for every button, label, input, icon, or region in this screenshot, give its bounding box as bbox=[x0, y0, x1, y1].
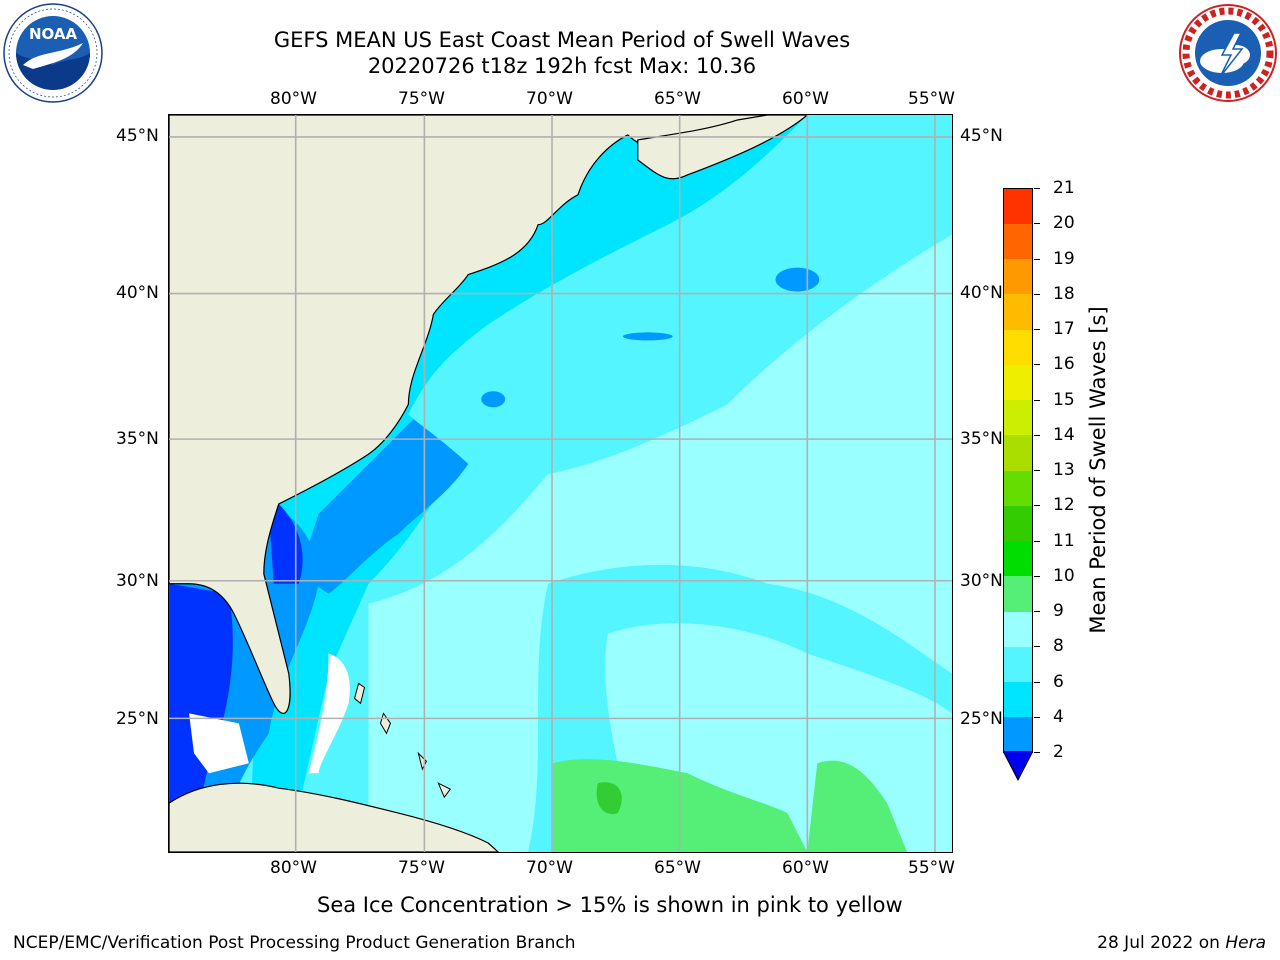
colorbar-title: Mean Period of Swell Waves [s] bbox=[1086, 306, 1110, 634]
colorbar-tick-label: 16 bbox=[1053, 354, 1075, 375]
contour-10-11 bbox=[596, 782, 622, 815]
lat-label-left: 45°N bbox=[116, 126, 159, 146]
colorbar-extend-arrow bbox=[1003, 751, 1033, 781]
colorbar-segment bbox=[1003, 505, 1033, 541]
lon-label-bottom: 55°W bbox=[908, 858, 955, 878]
swell-period-map bbox=[168, 114, 953, 853]
cuba-land bbox=[169, 782, 500, 852]
colorbar-segment bbox=[1003, 399, 1033, 436]
colorbar-segment bbox=[1003, 293, 1033, 330]
colorbar-tick-mark bbox=[1034, 364, 1040, 366]
colorbar-tick-label: 8 bbox=[1053, 636, 1064, 657]
colorbar-segment bbox=[1003, 223, 1033, 259]
colorbar-segment bbox=[1003, 470, 1033, 506]
chart-title: GEFS MEAN US East Coast Mean Period of S… bbox=[273, 28, 851, 52]
colorbar-tick-label: 4 bbox=[1053, 706, 1064, 727]
colorbar-tick-mark bbox=[1034, 223, 1040, 225]
colorbar-segment bbox=[1003, 434, 1033, 471]
colorbar-segment bbox=[1003, 364, 1033, 400]
lon-label-top: 55°W bbox=[908, 89, 955, 109]
colorbar-tick-label: 11 bbox=[1053, 530, 1075, 551]
contour-below-2-coast bbox=[268, 503, 303, 584]
contour-2-4-shelf bbox=[298, 419, 469, 594]
lat-label-right: 40°N bbox=[960, 283, 1003, 303]
lon-label-top: 60°W bbox=[782, 89, 829, 109]
lat-label-right: 45°N bbox=[960, 126, 1003, 146]
graticule bbox=[169, 115, 952, 852]
colorbar bbox=[1003, 188, 1033, 753]
colorbar-tick-mark bbox=[1034, 434, 1040, 436]
lon-label-top: 75°W bbox=[398, 89, 445, 109]
colorbar-tick-label: 18 bbox=[1053, 283, 1075, 304]
colorbar-tick-mark bbox=[1034, 258, 1040, 260]
colorbar-segment bbox=[1003, 188, 1033, 224]
colorbar-tick-label: 14 bbox=[1053, 424, 1075, 445]
colorbar-tick-label: 19 bbox=[1053, 248, 1075, 269]
colorbar-tick-label: 6 bbox=[1053, 671, 1064, 692]
footer-date-text: 28 Jul 2022 on bbox=[1097, 933, 1226, 953]
colorbar-tick-mark bbox=[1034, 470, 1040, 471]
colorbar-tick-label: 10 bbox=[1053, 565, 1075, 586]
colorbar-tick-mark bbox=[1034, 752, 1040, 753]
lon-label-bottom: 70°W bbox=[526, 858, 573, 878]
colorbar-segment bbox=[1003, 646, 1033, 682]
colorbar-tick-mark bbox=[1034, 681, 1040, 683]
colorbar-segment bbox=[1003, 716, 1033, 753]
lat-label-right: 25°N bbox=[960, 709, 1003, 729]
lat-label-left: 35°N bbox=[116, 429, 159, 449]
colorbar-segment bbox=[1003, 540, 1033, 577]
colorbar-tick-label: 17 bbox=[1053, 319, 1075, 339]
colorbar-tick-mark bbox=[1034, 505, 1040, 507]
lat-label-right: 30°N bbox=[960, 571, 1003, 591]
colorbar-tick-mark bbox=[1034, 540, 1040, 542]
colorbar-segment bbox=[1003, 575, 1033, 612]
colorbar-tick-label: 9 bbox=[1053, 601, 1064, 621]
blob-2-4-a bbox=[775, 267, 820, 292]
no-data-bank-b bbox=[189, 713, 249, 774]
lon-label-bottom: 80°W bbox=[270, 858, 317, 878]
lat-label-right: 35°N bbox=[960, 429, 1003, 449]
lat-label-left: 40°N bbox=[116, 283, 159, 303]
lon-label-top: 80°W bbox=[270, 89, 317, 109]
nws-logo-icon bbox=[1179, 4, 1277, 102]
lat-label-left: 25°N bbox=[116, 709, 159, 729]
colorbar-tick-label: 12 bbox=[1053, 495, 1075, 516]
footer-credit: NCEP/EMC/Verification Post Processing Pr… bbox=[13, 933, 576, 953]
colorbar-tick-label: 2 bbox=[1053, 742, 1064, 762]
blob-2-4-c bbox=[481, 391, 506, 408]
colorbar-tick-mark bbox=[1034, 716, 1040, 718]
lon-label-bottom: 65°W bbox=[654, 858, 701, 878]
sea-ice-note: Sea Ice Concentration > 15% is shown in … bbox=[317, 893, 903, 917]
colorbar-tick-mark bbox=[1034, 293, 1040, 295]
no-data-bank-a bbox=[308, 653, 350, 774]
colorbar-tick-label: 21 bbox=[1053, 178, 1075, 198]
bahamas-islands bbox=[353, 682, 452, 799]
footer-date: 28 Jul 2022 on Hera bbox=[1097, 933, 1266, 953]
noaa-logo-icon: NOAA bbox=[3, 3, 103, 103]
colorbar-segment bbox=[1003, 681, 1033, 718]
colorbar-tick-mark bbox=[1034, 188, 1040, 189]
lat-label-left: 30°N bbox=[116, 571, 159, 591]
colorbar-segment bbox=[1003, 611, 1033, 647]
colorbar-segment bbox=[1003, 329, 1033, 365]
colorbar-tick-label: 15 bbox=[1053, 389, 1075, 410]
colorbar-tick-mark bbox=[1034, 399, 1040, 401]
colorbar-tick-mark bbox=[1034, 611, 1040, 612]
lon-label-bottom: 60°W bbox=[782, 858, 829, 878]
colorbar-tick-mark bbox=[1034, 329, 1040, 330]
contour-9-10-b bbox=[807, 760, 908, 852]
colorbar-segment bbox=[1003, 258, 1033, 295]
colorbar-tick-mark bbox=[1034, 575, 1040, 577]
lon-label-top: 65°W bbox=[654, 89, 701, 109]
colorbar-tick-label: 13 bbox=[1053, 460, 1075, 480]
colorbar-tick-label: 20 bbox=[1053, 213, 1075, 234]
lon-label-bottom: 75°W bbox=[398, 858, 445, 878]
lon-label-top: 70°W bbox=[526, 89, 573, 109]
colorbar-tick-mark bbox=[1034, 646, 1040, 648]
blob-2-4-b bbox=[622, 332, 673, 341]
chart-subtitle-run-info: 20220726 t18z 192h fcst Max: 10.36 bbox=[367, 54, 757, 78]
svg-text:NOAA: NOAA bbox=[29, 25, 78, 43]
footer-machine: Hera bbox=[1225, 933, 1266, 953]
